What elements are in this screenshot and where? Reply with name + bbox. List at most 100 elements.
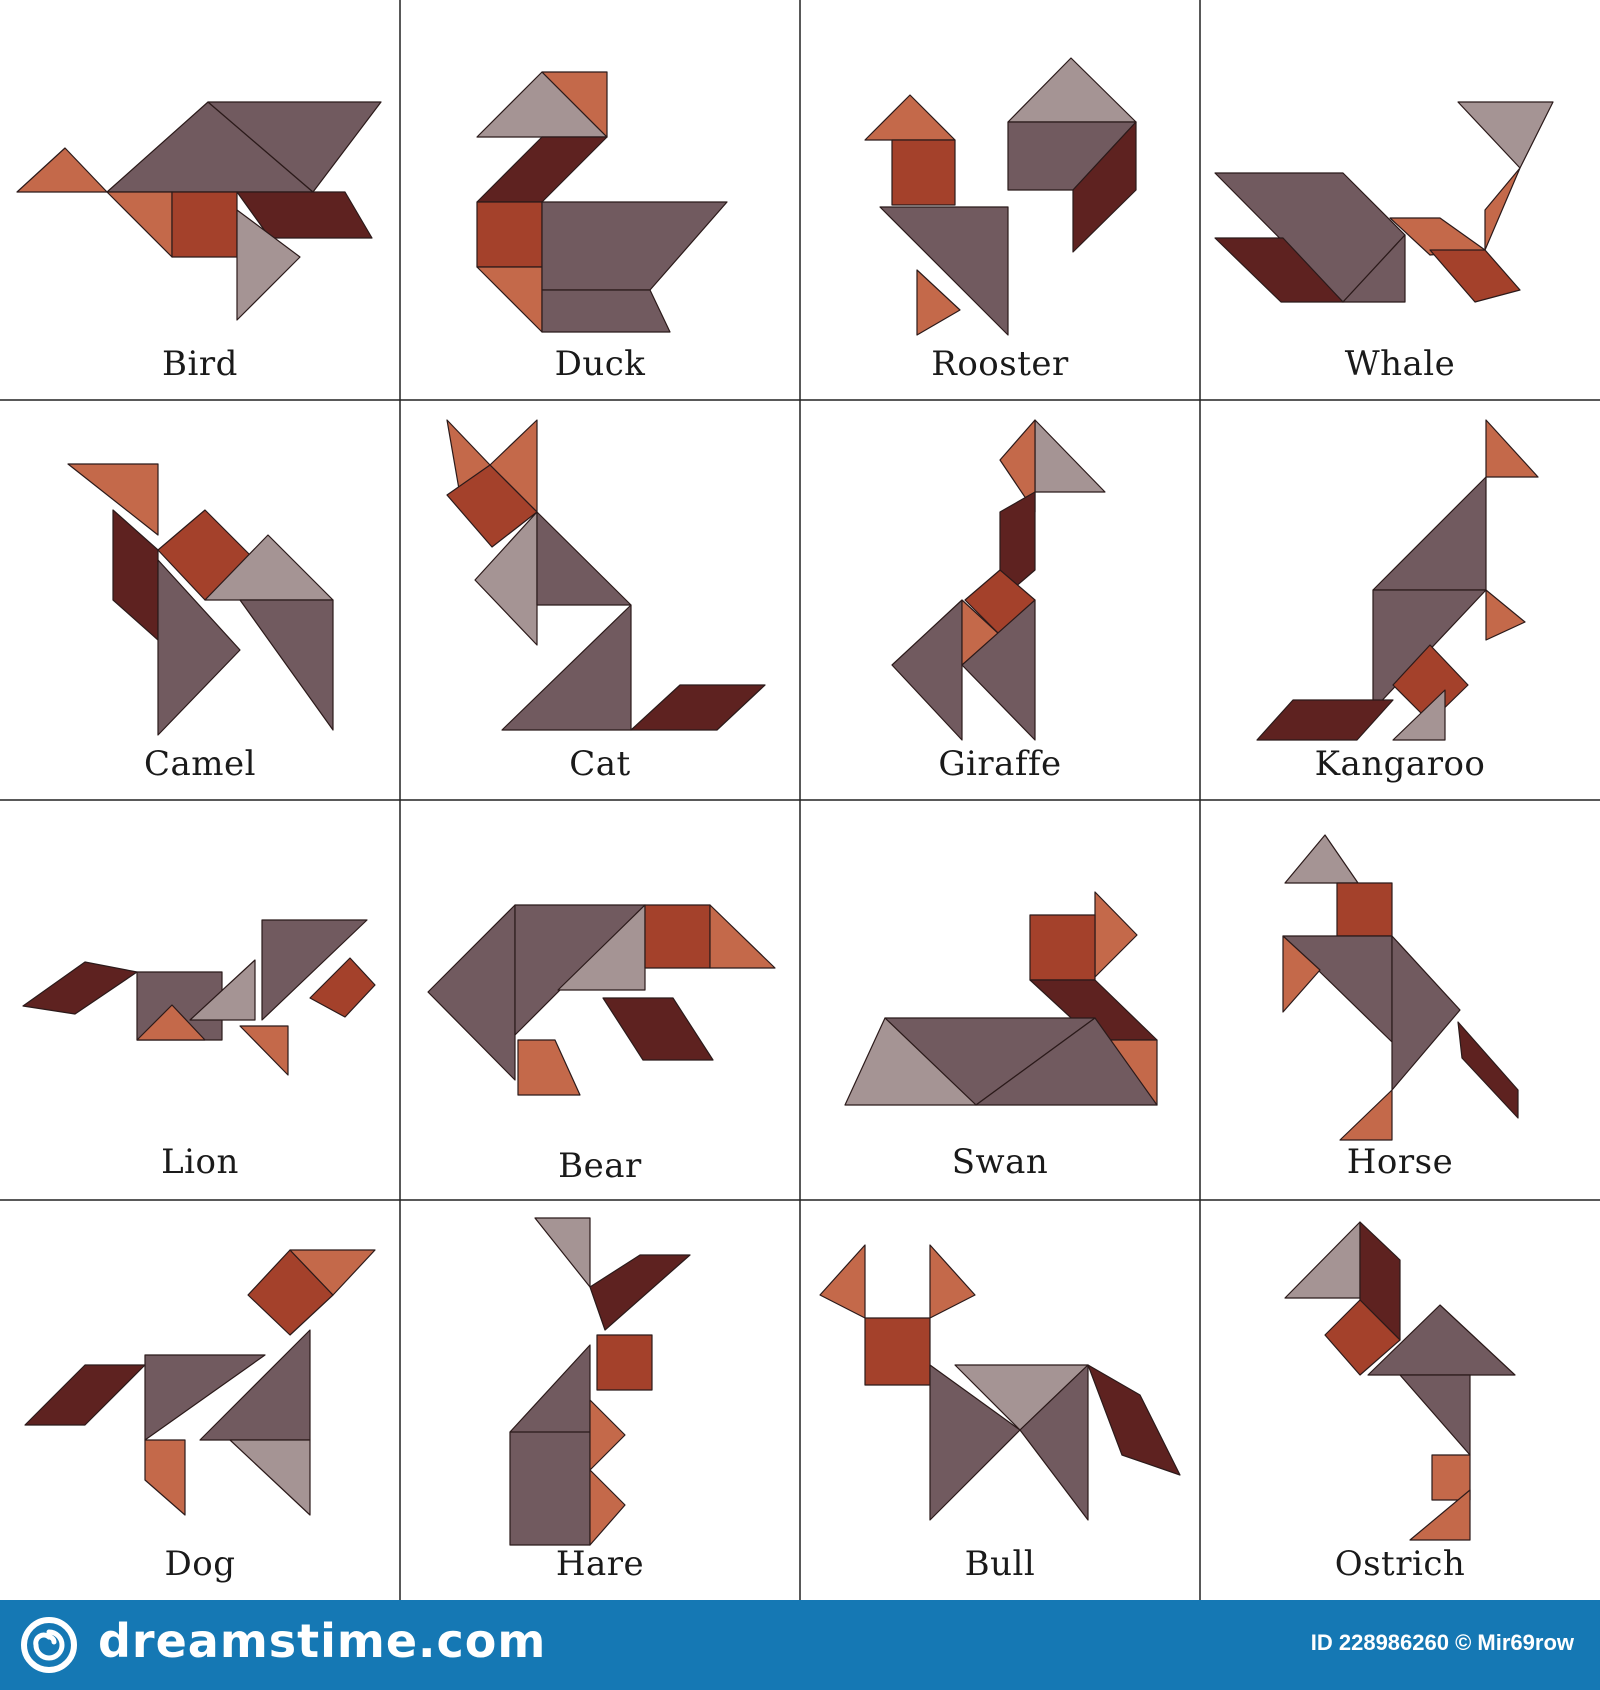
tangram-piece	[229, 1439, 311, 1516]
tangram-ostrich	[1284, 1221, 1516, 1541]
tangram-piece	[1457, 101, 1554, 169]
label-bull: Bull	[964, 1544, 1036, 1584]
tangram-piece	[509, 1344, 591, 1436]
tangram-piece	[541, 289, 671, 333]
tangram-piece	[1282, 935, 1321, 1013]
tangram-dog	[24, 1249, 376, 1516]
tangram-piece	[509, 1431, 591, 1546]
label-rooster: Rooster	[931, 344, 1069, 384]
tangram-camel	[67, 463, 334, 736]
tangram-piece	[1029, 914, 1096, 981]
tangram-piece	[517, 1039, 581, 1096]
tangram-piece	[589, 1399, 626, 1471]
tangram-piece	[1007, 57, 1137, 123]
footer-brand[interactable]: dreamstime.com	[98, 1614, 547, 1668]
tangram-piece	[1034, 419, 1106, 493]
tangram-piece	[136, 1004, 206, 1041]
tangram-piece	[1399, 1374, 1471, 1456]
tangram-piece	[589, 1254, 691, 1331]
label-camel: Camel	[143, 744, 257, 784]
tangram-piece	[1392, 689, 1446, 741]
footer-bar: dreamstime.com ID 228986260 © Mir69row	[0, 1600, 1600, 1690]
tangram-piece	[536, 511, 632, 606]
tangram-piece	[239, 599, 334, 731]
tangram-piece	[541, 71, 608, 138]
tangram-piece	[1342, 234, 1406, 303]
tangram-piece	[1429, 249, 1521, 303]
tangram-piece	[1484, 167, 1521, 251]
label-bear: Bear	[558, 1146, 642, 1186]
tangram-piece	[501, 604, 632, 731]
spiral-logo-icon	[21, 1617, 77, 1673]
tangram-lion	[22, 919, 376, 1076]
label-dog: Dog	[164, 1544, 236, 1584]
label-horse: Horse	[1346, 1142, 1454, 1182]
tangram-piece	[644, 904, 711, 969]
label-kangaroo: Kangaroo	[1314, 744, 1486, 784]
label-lion: Lion	[161, 1142, 239, 1182]
tangram-piece	[1256, 699, 1394, 741]
tangram-piece	[596, 1334, 653, 1391]
tangram-giraffe	[891, 419, 1106, 741]
footer-credit: ID 228986260 © Mir69row	[1310, 1630, 1574, 1655]
tangram-piece	[929, 1244, 976, 1319]
tangram-piece	[1339, 1089, 1393, 1141]
tangram-rooster	[864, 57, 1137, 336]
label-swan: Swan	[951, 1142, 1049, 1182]
tangram-piece	[1391, 935, 1461, 1091]
tangram-piece	[1485, 589, 1526, 641]
tangram-piece	[476, 136, 608, 203]
tangram-piece	[22, 961, 138, 1015]
tangram-bird	[16, 101, 382, 321]
tangram-piece	[309, 957, 376, 1018]
tangram-piece	[916, 269, 961, 336]
tangram-piece	[975, 1017, 1158, 1106]
tangram-piece	[864, 1317, 931, 1386]
tangram-bear	[427, 904, 776, 1096]
tangram-hare	[509, 1217, 691, 1546]
tangram-piece	[819, 1244, 866, 1319]
tangram-piece	[1372, 476, 1487, 591]
tangram-piece	[1094, 891, 1138, 978]
tangram-grid: Bird Duck Rooster Whale Camel Cat Giraff…	[0, 0, 1600, 1600]
tangram-piece	[864, 94, 956, 141]
tangram-piece	[1072, 121, 1137, 253]
tangram-piece	[844, 1017, 977, 1106]
tangram-piece	[1087, 1364, 1181, 1476]
tangram-piece	[602, 997, 714, 1061]
tangram-piece	[144, 1354, 266, 1441]
tangram-piece	[1284, 834, 1359, 884]
tangram-swan	[844, 891, 1158, 1106]
label-hare: Hare	[555, 1544, 645, 1584]
tangram-piece	[630, 684, 766, 731]
label-cat: Cat	[569, 744, 631, 784]
tangram-piece	[289, 1249, 376, 1296]
tangram-cat	[446, 419, 766, 731]
tangram-piece	[961, 599, 1036, 741]
tangram-piece	[239, 1025, 289, 1076]
label-whale: Whale	[1344, 344, 1456, 384]
tangram-horse	[1282, 834, 1519, 1141]
tangram-piece	[1485, 419, 1539, 478]
tangram-kangaroo	[1256, 419, 1539, 741]
tangram-bull	[819, 1244, 1181, 1521]
tangram-piece	[589, 1469, 626, 1546]
tangram-piece	[67, 463, 159, 536]
tangram-whale	[1214, 101, 1554, 303]
label-duck: Duck	[554, 344, 646, 384]
tangram-piece	[1457, 1021, 1519, 1119]
tangram-piece	[1284, 1221, 1361, 1299]
tangram-piece	[106, 191, 173, 258]
tangram-piece	[236, 209, 301, 321]
tangram-piece	[16, 147, 108, 193]
tangram-piece	[541, 201, 728, 291]
tangram-piece	[1336, 882, 1393, 937]
tangram-piece	[144, 1439, 186, 1516]
tangram-piece	[929, 1364, 1021, 1521]
tangram-piece	[24, 1364, 146, 1426]
label-bird: Bird	[162, 344, 238, 384]
tangram-shapes	[0, 0, 1600, 1600]
tangram-piece	[1392, 644, 1469, 723]
tangram-piece	[1214, 237, 1344, 303]
tangram-duck	[476, 71, 728, 333]
